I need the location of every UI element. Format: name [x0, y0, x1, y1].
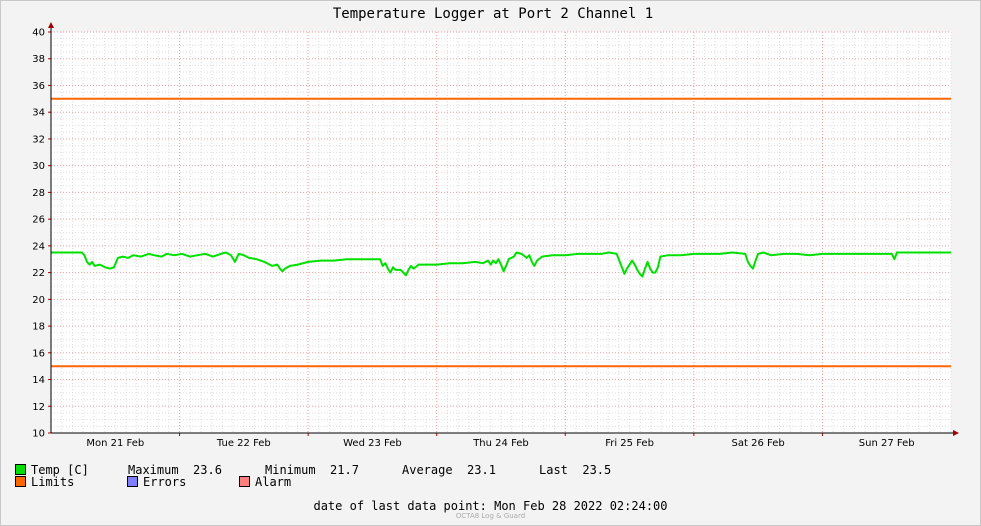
avg-label: Average: [402, 463, 453, 477]
x-tick-label: Sat 26 Feb: [732, 438, 785, 449]
x-axis-arrow: [953, 430, 959, 436]
y-tick-label: 36: [32, 81, 45, 92]
y-tick-label: 26: [32, 215, 45, 226]
last-label: Last: [539, 463, 568, 477]
last-point-label: date of last data point:: [313, 499, 487, 513]
x-tick-label: Fri 25 Feb: [605, 438, 654, 449]
max-value: 23.6: [193, 463, 222, 477]
legend-last: Last 23.5: [539, 463, 611, 477]
x-tick-label: Wed 23 Feb: [343, 438, 402, 449]
legend-temp-label: Temp [C]: [31, 463, 89, 477]
errors-swatch: [127, 476, 138, 487]
last-value: 23.5: [582, 463, 612, 477]
legend-average: Average 23.1: [402, 463, 496, 477]
x-tick-label: Sun 27 Feb: [859, 438, 915, 449]
limits-swatch: [15, 476, 26, 487]
x-tick-label: Mon 21 Feb: [86, 438, 144, 449]
credit-text: OCTA8 Log & Guard: [455, 512, 526, 520]
chart-title: Temperature Logger at Port 2 Channel 1: [333, 6, 653, 22]
last-point-value: Mon Feb 28 2022 02:24:00: [494, 499, 668, 513]
avg-value: 23.1: [467, 463, 496, 477]
last-data-point: date of last data point: Mon Feb 28 2022…: [0, 499, 981, 513]
x-tick-label: Thu 24 Feb: [472, 438, 529, 449]
y-tick-label: 12: [32, 402, 45, 413]
legend-maximum: Maximum 23.6: [128, 463, 222, 477]
y-tick-label: 40: [32, 28, 45, 39]
y-tick-label: 28: [32, 188, 45, 199]
y-axis-arrow: [48, 22, 54, 28]
legend-alarm-label: Alarm: [255, 475, 292, 489]
y-tick-label: 20: [32, 295, 45, 306]
legend-row-alarm: Alarm: [239, 475, 291, 489]
y-tick-label: 10: [32, 429, 45, 440]
legend-limits-label: Limits: [31, 475, 75, 489]
legend-errors-label: Errors: [143, 475, 187, 489]
y-tick-label: 22: [32, 268, 45, 279]
y-tick-label: 18: [32, 322, 45, 333]
x-tick-label: Tue 22 Feb: [216, 438, 271, 449]
y-tick-label: 30: [32, 161, 45, 172]
y-tick-label: 34: [32, 108, 45, 119]
y-tick-label: 38: [32, 54, 45, 65]
temp-series-line: [51, 251, 951, 278]
y-tick-label: 32: [32, 134, 45, 145]
legend-row-errors: Errors: [127, 475, 186, 489]
y-tick-label: 14: [32, 375, 45, 386]
temp-swatch: [15, 464, 26, 475]
alarm-swatch: [239, 476, 250, 487]
y-tick-label: 24: [32, 241, 45, 252]
min-label: Minimum: [265, 463, 316, 477]
min-value: 21.7: [330, 463, 359, 477]
plot-area: 10 12 14 16 18 20 22 24 26 28 30 32 34 36 38 40 Mon 21 F…: [32, 22, 959, 449]
legend-row-limits: Limits: [15, 475, 74, 489]
max-label: Maximum: [128, 463, 179, 477]
legend-row-temp: Temp [C]: [15, 463, 89, 477]
y-tick-label: 16: [32, 348, 45, 359]
legend-minimum: Minimum 21.7: [265, 463, 359, 477]
